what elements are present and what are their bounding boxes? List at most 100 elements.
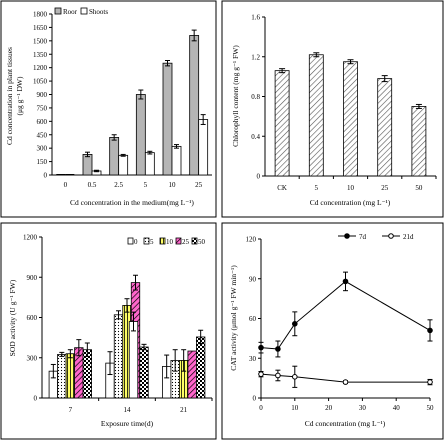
x-tick-label: 20: [325, 404, 333, 412]
legend-label: 5: [150, 238, 154, 246]
bar-shoots: [118, 154, 129, 176]
x-axis-label: Cd concentration (mg L⁻¹): [310, 198, 391, 207]
line-7d: [260, 280, 431, 350]
legend-swatch: [80, 7, 88, 15]
bar-sod-10: [65, 353, 75, 399]
y-axis-label-unit: (μg g⁻¹ DW): [15, 76, 24, 115]
point-7d: [342, 278, 349, 285]
x-tick-label: 5: [315, 184, 319, 192]
x-axis-label: Cd concentration (mg L⁻¹): [305, 419, 386, 428]
y-tick-label: 1.2: [251, 53, 260, 61]
y-tick-label: 150: [37, 158, 48, 166]
point-21d: [275, 372, 281, 379]
y-tick-label: 1650: [33, 24, 48, 32]
bar-roor: [135, 94, 146, 176]
y-tick-label: 900: [27, 274, 38, 282]
legend-swatch: [127, 237, 134, 245]
y-tick-label: 600: [37, 118, 48, 126]
y-tick-label: 1350: [33, 51, 48, 59]
legend-swatch: [143, 237, 150, 245]
x-tick-label: 21: [180, 406, 188, 414]
x-tick-label: 30: [359, 404, 367, 412]
legend-marker: [344, 233, 350, 239]
x-tick-label: 40: [393, 404, 401, 412]
x-tick-label: 14: [124, 406, 132, 414]
point-21d: [292, 374, 298, 380]
point-7d: [275, 346, 281, 352]
legend-swatch: [175, 237, 182, 245]
point-7d: [427, 327, 433, 334]
bar-sod-50: [139, 346, 149, 399]
y-tick-label: 300: [27, 354, 38, 362]
legend-swatch: [191, 237, 198, 245]
y-tick-label: 1800: [33, 11, 48, 19]
y-tick-label: 0.4: [251, 133, 260, 141]
legend-label: 21d: [403, 233, 414, 241]
y-axis-label: Cd concentration in plant tissues: [5, 47, 14, 145]
bar-sod-50: [196, 336, 206, 399]
panel-d-frame: [221, 222, 444, 440]
sod-activity-chart: 0 300 600 900 1200 7 14 21 0 5 10 25 50 Exposure time…: [8, 234, 213, 428]
x-tick-label: 0: [64, 181, 68, 189]
y-tick-label: 1500: [33, 37, 48, 45]
legend-label: Shoots: [89, 8, 108, 16]
y-tick-label: 900: [37, 91, 48, 99]
point-21d: [342, 379, 349, 385]
bar-roor: [82, 154, 93, 176]
y-tick-label: 90: [249, 275, 257, 283]
y-tick-label: 60: [249, 315, 257, 323]
y-tick-label: 1.6: [251, 14, 260, 22]
y-axis-label: Chlorophyll content (mg g⁻¹ FW): [231, 45, 240, 147]
legend-swatch: [159, 237, 166, 245]
x-tick-label: 7: [69, 406, 73, 414]
x-tick-label: 50: [415, 184, 423, 192]
point-7d: [258, 344, 264, 351]
panel-b-frame: [221, 0, 444, 218]
bar-sod-5: [57, 353, 67, 399]
x-tick-label: 25: [381, 184, 389, 192]
legend-label: 10: [166, 238, 174, 246]
cd-concentration-chart: 0150300450600750900105012001350150016501…: [5, 7, 212, 207]
bar-shoots: [198, 119, 209, 176]
x-tick-label: 10: [169, 181, 177, 189]
x-tick-label: 10: [291, 404, 299, 412]
y-tick-label: 1050: [33, 78, 48, 86]
y-tick-label: 450: [37, 131, 48, 139]
y-axis-label: SOD activity (U g⁻¹ FW): [8, 279, 17, 356]
y-tick-label: 0: [34, 395, 38, 403]
bar-chlorophyll: [308, 54, 324, 177]
bar-chlorophyll: [343, 61, 358, 177]
x-tick-label: 50: [427, 404, 435, 412]
x-tick-label: 2.5: [114, 181, 123, 189]
x-axis-label: Cd concentration in the medium(mg L⁻¹): [70, 198, 194, 207]
panel-c-frame: [0, 222, 217, 440]
cat-activity-chart: 0 30 60 90 120 0 10 20 30 40 50 7d 21d Cd concentrati…: [229, 233, 434, 428]
legend-label: 7d: [359, 233, 367, 241]
y-tick-label: 0.8: [251, 93, 260, 101]
y-tick-label: 600: [27, 314, 38, 322]
bar-roor: [189, 35, 200, 176]
x-tick-label: 0: [259, 404, 263, 412]
legend-label: 50: [198, 238, 206, 246]
y-tick-label: 1200: [23, 234, 38, 242]
x-tick-label: 25: [195, 181, 203, 189]
bar-chlorophyll: [411, 106, 427, 177]
x-tick-label: CK: [277, 184, 287, 192]
x-tick-label: 5: [144, 181, 148, 189]
bar-roor: [162, 62, 173, 176]
y-axis-label: CAT activity (μmol g⁻¹ FW min⁻¹): [229, 265, 238, 371]
bar-chlorophyll: [377, 78, 393, 177]
bar-sod-5: [113, 314, 124, 399]
legend-label: 0: [134, 238, 138, 246]
legend-swatch: [54, 7, 62, 15]
y-tick-label: 750: [37, 104, 48, 112]
point-21d: [427, 379, 433, 385]
y-tick-label: 0: [253, 395, 257, 403]
chlorophyll-chart: 0 0.4 0.8 1.2 1.6 CK 5 10 25 50 Cd concentration (…: [231, 14, 437, 207]
bar-sod-extra: [128, 321, 139, 399]
y-tick-label: 120: [246, 236, 257, 244]
bar-shoots: [171, 145, 182, 176]
point-21d: [258, 371, 264, 377]
bar-chlorophyll: [274, 70, 290, 177]
